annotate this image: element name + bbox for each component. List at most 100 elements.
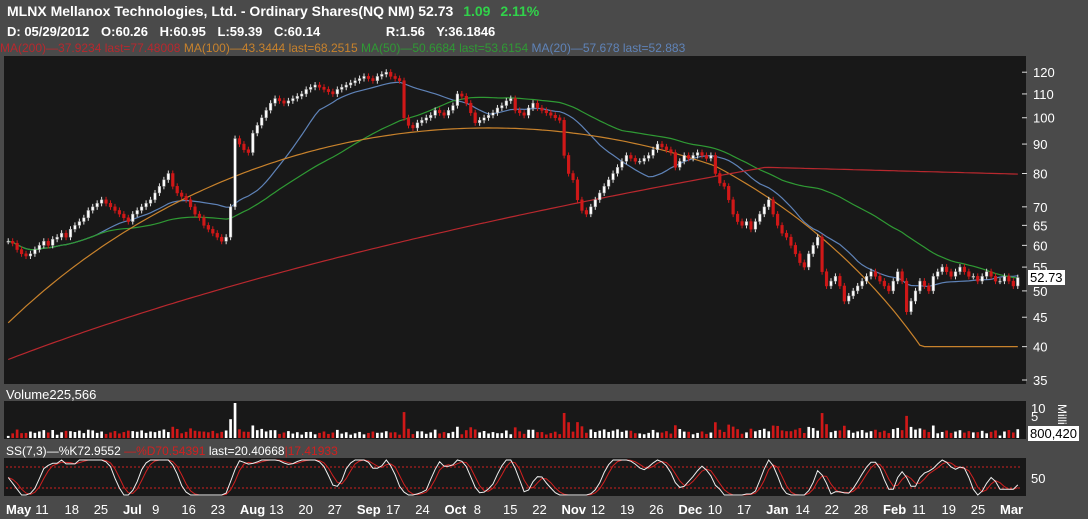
ma20-line (8, 81, 1018, 288)
candle-body (202, 217, 206, 226)
volume-bar (585, 432, 588, 438)
volume-bar (994, 430, 997, 438)
candle-body (464, 95, 468, 104)
x-axis-label: 8 (474, 502, 481, 517)
volume-bar (834, 430, 837, 438)
volume-bar (487, 433, 490, 438)
ma50-line (8, 96, 1018, 279)
candle-body (1007, 276, 1011, 282)
candle-body (971, 276, 975, 278)
volume-bar (464, 430, 468, 438)
candle-body (251, 132, 255, 153)
candle-body (269, 102, 273, 111)
bar-low: L:59.39 (217, 24, 263, 39)
candle-body (820, 236, 824, 272)
candle-body (140, 206, 144, 211)
volume-bar (118, 433, 121, 438)
candle-body (638, 161, 642, 163)
volume-bar (931, 425, 935, 438)
candle-body (353, 80, 357, 84)
candle-body (531, 102, 535, 109)
volume-bar (11, 433, 15, 438)
candle-body (486, 115, 491, 118)
bar-open: O:60.26 (101, 24, 149, 39)
candle-body (793, 245, 797, 255)
candle-body (135, 210, 139, 215)
candle-body (317, 84, 322, 88)
x-axis-label: 20 (298, 502, 312, 517)
volume-bar (113, 431, 117, 438)
volume-bar (513, 427, 517, 438)
x-axis-label: 23 (211, 502, 225, 517)
volume-bar (878, 432, 882, 438)
volume-bar (580, 426, 584, 438)
ma20-label: MA(20) (531, 41, 571, 55)
candle-body (220, 236, 224, 242)
volume-bar (718, 429, 722, 438)
candle-body (905, 280, 909, 312)
volume-bar (438, 433, 441, 438)
volume-bar (571, 431, 575, 438)
price-axis-label: 100 (1033, 111, 1055, 126)
candle-body (945, 266, 949, 272)
candle-body (473, 112, 477, 124)
candle-body (580, 199, 584, 211)
candle-body (429, 115, 433, 118)
candle-body (188, 199, 193, 208)
candle-body (95, 203, 99, 208)
candle-body (664, 146, 669, 150)
candle-body (584, 210, 588, 215)
candle-body (967, 271, 971, 277)
candle-body (642, 158, 646, 162)
x-axis-label: 27 (328, 502, 342, 517)
volume-bar (807, 426, 811, 438)
x-axis-label: 18 (64, 502, 78, 517)
candle-body (540, 107, 544, 111)
volume-bar (705, 433, 708, 438)
candle-body (91, 206, 95, 211)
candle-body (295, 95, 299, 99)
volume-bar (344, 432, 348, 438)
candle-body (406, 117, 411, 126)
candle-body (909, 300, 913, 312)
candle-body (558, 117, 562, 121)
ma50-last: last=53.6154 (459, 41, 529, 55)
volume-bar (678, 429, 682, 438)
x-axis-label: 17 (737, 502, 751, 517)
volume-bar (776, 425, 779, 438)
volume-bar (376, 432, 379, 438)
volume-bar (665, 431, 668, 438)
volume-bar (451, 431, 455, 438)
volume-bar (936, 433, 940, 438)
volume-bar (905, 415, 908, 438)
x-axis-label: 28 (854, 502, 868, 517)
candle-body (513, 98, 517, 111)
candle-body (709, 155, 713, 159)
volume-bar (940, 431, 944, 438)
volume-bar (491, 432, 495, 438)
candle-body (478, 120, 482, 124)
volume-bar (247, 431, 250, 438)
volume-bar (967, 431, 971, 438)
volume-bar (193, 430, 197, 438)
volume-bar (802, 433, 806, 438)
volume-bar (669, 433, 673, 438)
volume-bar (598, 430, 602, 438)
price-axis-label: 80 (1033, 166, 1047, 181)
volume-bar (353, 433, 357, 438)
volume-bar (647, 432, 650, 438)
volume-bar (189, 428, 192, 438)
candle-body (900, 271, 904, 282)
volume-bar (785, 431, 788, 438)
candle-body (882, 280, 886, 287)
volume-bar (789, 431, 793, 438)
candle-body (206, 225, 210, 230)
volume-bar (367, 432, 370, 438)
volume-bar (322, 431, 326, 438)
candle-body (37, 245, 41, 250)
volume-bar (1011, 432, 1015, 438)
candle-body (535, 102, 540, 109)
candle-body (51, 238, 55, 246)
candle-body (157, 186, 162, 194)
volume-bar (593, 432, 597, 438)
